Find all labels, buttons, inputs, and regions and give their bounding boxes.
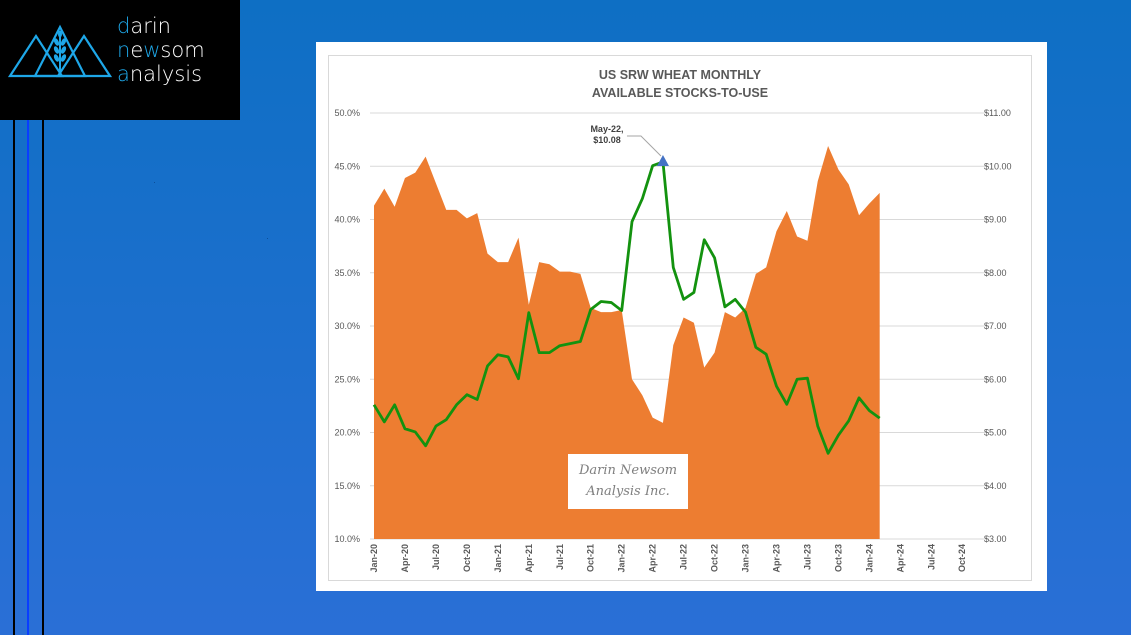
stocks-to-use-area-series [374, 146, 880, 539]
x-axis-tick-label: Oct-22 [710, 544, 720, 572]
x-axis: Jan-20 Apr-20 Jul-20 Oct-20 Jan-21 Apr-21 Jul-… [369, 544, 967, 573]
annotation-leader-line [626, 135, 662, 157]
x-axis-tick-label: Jul-22 [679, 544, 689, 570]
price-line-series [372, 160, 881, 455]
x-axis-tick-label: Oct-21 [586, 544, 596, 572]
left-axis-tick-label: 30.0% [334, 321, 360, 331]
logo-wordmark: darin newsom analysis [117, 14, 205, 86]
logo-letter: d [117, 14, 131, 38]
x-axis-tick-label: Oct-20 [462, 544, 472, 572]
x-axis-tick-label: Jul-20 [431, 544, 441, 570]
logo-word-darin: arin [130, 14, 171, 38]
annotation-label-value: $10.08 [593, 135, 621, 145]
x-axis-tick-label: Apr-23 [771, 544, 781, 573]
chart-frame: US SRW WHEAT MONTHLY AVAILABLE STOCKS-TO… [328, 55, 1032, 581]
x-axis-tick-label: Oct-23 [833, 544, 843, 572]
logo-letter: a [117, 62, 130, 86]
right-axis-tick-label: $7.00 [984, 321, 1007, 331]
annotation: May-22,$10.08 [590, 124, 669, 166]
watermark-box: Darin Newsom Analysis Inc. [568, 454, 688, 509]
chart-title: US SRW WHEAT MONTHLY AVAILABLE STOCKS-TO… [329, 66, 1031, 102]
right-axis-tick-label: $8.00 [984, 268, 1007, 278]
chart-title-line1: US SRW WHEAT MONTHLY [598, 68, 762, 82]
left-axis-tick-label: 20.0% [334, 428, 360, 438]
logo-word-newsom: som [160, 38, 205, 62]
x-axis-tick-label: Jul-21 [555, 544, 565, 570]
watermark-line1: Darin Newsom [578, 463, 678, 478]
right-axis-tick-label: $4.00 [984, 481, 1007, 491]
left-axis-tick-label: 40.0% [334, 215, 360, 225]
right-axis-tick-label: $10.00 [984, 161, 1012, 171]
logo-letter: w [143, 38, 161, 62]
right-axis-tick-label: $11.00 [984, 108, 1011, 118]
annotation-label-date: May-22, [590, 124, 623, 134]
chart-title-line2: AVAILABLE STOCKS-TO-USE [591, 86, 769, 100]
right-axis-tick-label: $9.00 [984, 215, 1007, 225]
right-axis-tick-label: $5.00 [984, 428, 1007, 438]
left-axis-tick-label: 15.0% [334, 481, 360, 491]
peak-marker-triangle [656, 154, 669, 166]
right-axis: $3.00 $4.00 $5.00 $6.00 $7.00 $8.00 $9.00 $10.0… [984, 108, 1012, 544]
x-axis-tick-label: Jan-21 [493, 544, 503, 573]
left-axis-tick-label: 50.0% [334, 108, 360, 118]
right-axis-tick-label: $3.00 [984, 534, 1007, 544]
decorative-rule [27, 120, 29, 635]
price-line [372, 160, 881, 455]
watermark-line2: Analysis Inc. [586, 484, 670, 499]
stocks-to-use-area [374, 146, 880, 539]
logo-word-analysis: nalysis [129, 62, 203, 86]
speck [154, 182, 155, 183]
x-axis-tick-label: Apr-20 [400, 544, 410, 573]
left-axis-tick-label: 25.0% [334, 374, 360, 384]
x-axis-tick-label: Jul-23 [802, 544, 812, 570]
mountain-wheat-logo-icon [8, 24, 112, 78]
chart-plot: 10.0% 15.0% 20.0% 25.0% 30.0% 35.0% 40.0% 45.0%… [334, 108, 1012, 573]
chart-card: US SRW WHEAT MONTHLY AVAILABLE STOCKS-TO… [316, 42, 1047, 591]
left-axis-tick-label: 10.0% [334, 534, 360, 544]
x-axis-tick-label: Apr-24 [895, 544, 905, 573]
right-axis-tick-label: $6.00 [984, 374, 1007, 384]
logo: darin newsom analysis [0, 0, 240, 120]
logo-letter: n [117, 38, 131, 62]
x-axis-tick-label: Jan-24 [864, 544, 874, 573]
logo-letter: e [130, 38, 144, 62]
left-axis-tick-label: 35.0% [334, 268, 360, 278]
left-axis-tick-label: 45.0% [334, 161, 360, 171]
x-axis-tick-label: Apr-21 [524, 544, 534, 573]
speck [267, 238, 268, 239]
x-axis-tick-label: Jul-24 [926, 544, 936, 570]
x-axis-tick-label: Jan-20 [369, 544, 379, 573]
x-axis-tick-label: Oct-24 [957, 544, 967, 572]
x-axis-tick-label: Jan-22 [617, 544, 627, 573]
decorative-rule [13, 120, 15, 635]
decorative-rule [42, 120, 44, 635]
x-axis-tick-label: Apr-22 [648, 544, 658, 573]
left-axis: 10.0% 15.0% 20.0% 25.0% 30.0% 35.0% 40.0% 45.0%… [334, 108, 360, 544]
x-axis-tick-label: Jan-23 [741, 544, 751, 573]
